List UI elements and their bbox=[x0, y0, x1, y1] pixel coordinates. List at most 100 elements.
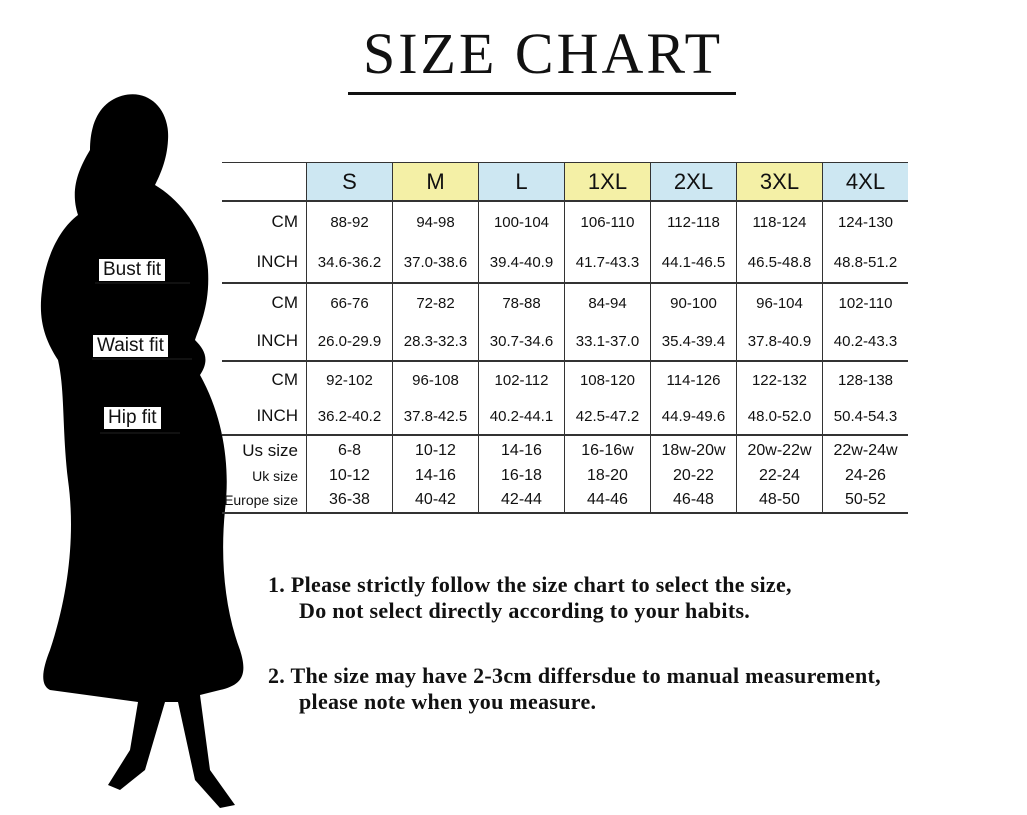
table-cell: 42-44 bbox=[478, 487, 565, 514]
table-cell: 16-16w bbox=[564, 434, 651, 465]
table-cell: 39.4-40.9 bbox=[478, 242, 565, 283]
table-cell: 66-76 bbox=[306, 282, 393, 322]
table-cell: 18-20 bbox=[564, 465, 651, 487]
size-header-1XL: 1XL bbox=[564, 162, 651, 202]
table-cell: 30.7-34.6 bbox=[478, 322, 565, 361]
table-cell: 26.0-29.9 bbox=[306, 322, 393, 361]
row-label: CM bbox=[271, 212, 298, 231]
row-label: Uk size bbox=[252, 468, 298, 484]
table-cell: 114-126 bbox=[650, 360, 737, 398]
table-cell: 42.5-47.2 bbox=[564, 398, 651, 435]
table-cell: 14-16 bbox=[392, 465, 479, 487]
table-cell: 33.1-37.0 bbox=[564, 322, 651, 361]
row-label: CM bbox=[222, 282, 307, 322]
table-row-conv: Europe size 36-38 40-42 42-44 44-46 46-48 48-5… bbox=[222, 487, 908, 514]
table-cell: 28.3-32.3 bbox=[392, 322, 479, 361]
hip-fit-label: Hip fit bbox=[104, 407, 161, 429]
table-cell: 78-88 bbox=[478, 282, 565, 322]
size-header-row: S M L 1XL 2XL 3XL 4XL bbox=[222, 162, 908, 202]
row-label: INCH bbox=[256, 252, 298, 271]
table-cell: 20w-22w bbox=[736, 434, 823, 465]
table-cell: 100-104 bbox=[478, 201, 565, 242]
table-cell: 40.2-44.1 bbox=[478, 398, 565, 435]
table-cell: 20-22 bbox=[650, 465, 737, 487]
table-cell: 41.7-43.3 bbox=[564, 242, 651, 283]
row-label: INCH bbox=[256, 406, 298, 425]
size-header-L: L bbox=[478, 162, 565, 202]
corner-cell bbox=[222, 162, 307, 202]
table-cell: 46-48 bbox=[650, 487, 737, 514]
table-cell: 36-38 bbox=[306, 487, 393, 514]
table-cell: 112-118 bbox=[650, 201, 737, 242]
note-1-line-1: 1. Please strictly follow the size chart… bbox=[268, 572, 792, 597]
row-label: CM bbox=[222, 360, 307, 398]
table-cell: 102-112 bbox=[478, 360, 565, 398]
table-cell: 36.2-40.2 bbox=[306, 398, 393, 435]
size-header-4XL: 4XL bbox=[822, 162, 908, 202]
table-row-conv: Us size 6-8 10-12 14-16 16-16w 18w-20w 20w-22w… bbox=[222, 434, 908, 465]
size-header-M: M bbox=[392, 162, 479, 202]
table-cell: 37.8-40.9 bbox=[736, 322, 823, 361]
bust-line bbox=[95, 282, 190, 284]
table-cell: 40-42 bbox=[392, 487, 479, 514]
size-header-3XL: 3XL bbox=[736, 162, 823, 202]
woman-silhouette bbox=[40, 94, 244, 809]
note-1-line-2: Do not select directly according to your… bbox=[299, 598, 751, 623]
table-cell: 22w-24w bbox=[822, 434, 908, 465]
table-cell: 35.4-39.4 bbox=[650, 322, 737, 361]
table-cell: 10-12 bbox=[392, 434, 479, 465]
table-cell: 122-132 bbox=[736, 360, 823, 398]
table-row-bust: INCH 34.6-36.2 37.0-38.6 39.4-40.9 41.7-43.3… bbox=[222, 242, 908, 283]
bust-fit-label: Bust fit bbox=[99, 259, 166, 281]
table-cell: 96-108 bbox=[392, 360, 479, 398]
table-cell: 50-52 bbox=[822, 487, 908, 514]
table-row-hip: CM 92-102 96-108 102-112 108-120 114-126 122-1… bbox=[222, 360, 908, 398]
table-cell: 94-98 bbox=[392, 201, 479, 242]
table-row-waist: INCH 26.0-29.9 28.3-32.3 30.7-34.6 33.1-37.0… bbox=[222, 322, 908, 361]
table-cell: 88-92 bbox=[306, 201, 393, 242]
note-2-line-1: 2. The size may have 2-3cm differsdue to… bbox=[268, 663, 881, 688]
table-cell: 14-16 bbox=[478, 434, 565, 465]
table-cell: 37.8-42.5 bbox=[392, 398, 479, 435]
hip-line bbox=[100, 432, 180, 434]
table-cell: 92-102 bbox=[306, 360, 393, 398]
size-header-2XL: 2XL bbox=[650, 162, 737, 202]
table-cell: 44-46 bbox=[564, 487, 651, 514]
table-cell: 24-26 bbox=[822, 465, 908, 487]
table-cell: 40.2-43.3 bbox=[822, 322, 908, 361]
table-cell: 96-104 bbox=[736, 282, 823, 322]
row-label: Europe size bbox=[222, 487, 307, 514]
table-cell: 108-120 bbox=[564, 360, 651, 398]
table-cell: 48-50 bbox=[736, 487, 823, 514]
table-cell: 48.0-52.0 bbox=[736, 398, 823, 435]
table-cell: 10-12 bbox=[306, 465, 393, 487]
table-cell: 84-94 bbox=[564, 282, 651, 322]
table-cell: 48.8-51.2 bbox=[822, 242, 908, 283]
table-row-hip: INCH 36.2-40.2 37.8-42.5 40.2-44.1 42.5-47.2… bbox=[222, 398, 908, 435]
table-cell: 6-8 bbox=[306, 434, 393, 465]
table-cell: 37.0-38.6 bbox=[392, 242, 479, 283]
table-cell: 118-124 bbox=[736, 201, 823, 242]
size-header-S: S bbox=[306, 162, 393, 202]
table-row-bust: CM 88-92 94-98 100-104 106-110 112-118 118-124… bbox=[222, 201, 908, 242]
row-label: Us size bbox=[222, 434, 307, 465]
table-row-conv: Uk size 10-12 14-16 16-18 18-20 20-22 22-24 24-… bbox=[222, 465, 908, 487]
note-2-line-2: please note when you measure. bbox=[299, 689, 597, 714]
table-cell: 34.6-36.2 bbox=[306, 242, 393, 283]
row-label: INCH bbox=[256, 331, 298, 350]
waist-fit-label: Waist fit bbox=[93, 335, 168, 357]
table-cell: 46.5-48.8 bbox=[736, 242, 823, 283]
table-cell: 106-110 bbox=[564, 201, 651, 242]
table-cell: 44.1-46.5 bbox=[650, 242, 737, 283]
title-underline bbox=[348, 92, 736, 95]
table-cell: 128-138 bbox=[822, 360, 908, 398]
size-table: S M L 1XL 2XL 3XL 4XL CM 88-92 94-98 100-104 106-11… bbox=[222, 162, 908, 514]
table-cell: 18w-20w bbox=[650, 434, 737, 465]
table-row-waist: CM 66-76 72-82 78-88 84-94 90-100 96-104 102-11… bbox=[222, 282, 908, 322]
table-cell: 102-110 bbox=[822, 282, 908, 322]
table-cell: 90-100 bbox=[650, 282, 737, 322]
table-cell: 44.9-49.6 bbox=[650, 398, 737, 435]
table-cell: 72-82 bbox=[392, 282, 479, 322]
table-cell: 124-130 bbox=[822, 201, 908, 242]
table-cell: 16-18 bbox=[478, 465, 565, 487]
